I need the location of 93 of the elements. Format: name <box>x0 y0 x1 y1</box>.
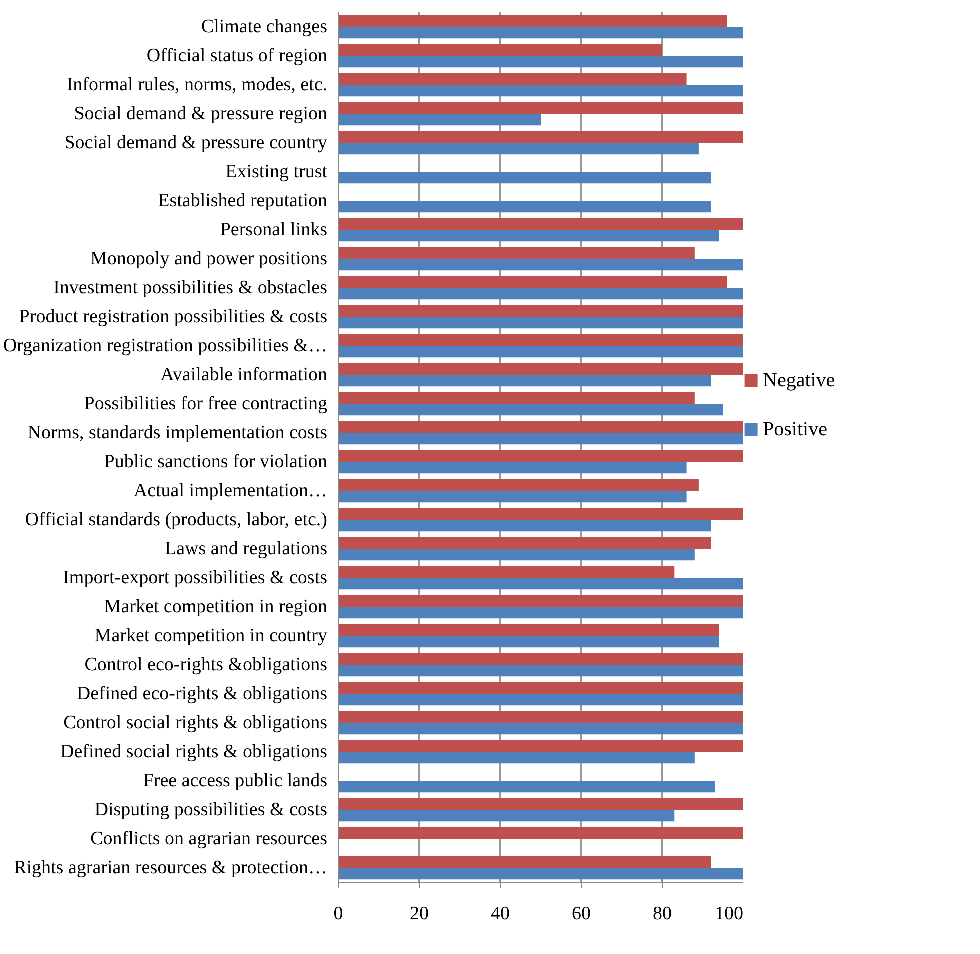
y-tick-label: Laws and regulations <box>164 538 328 560</box>
bar <box>338 694 743 706</box>
bar <box>338 682 743 694</box>
y-tick-label: Social demand & pressure country <box>64 132 328 154</box>
bar <box>338 578 743 590</box>
bar <box>338 421 743 433</box>
y-tick-label: Control eco-rights &obligations <box>84 654 328 676</box>
y-tick-label: Market competition in region <box>104 596 328 618</box>
y-tick-label: Informal rules, norms, modes, etc. <box>66 74 328 96</box>
y-tick-label: Free access public lands <box>143 770 328 792</box>
y-tick-label: Climate changes <box>201 16 328 38</box>
bar <box>338 276 728 288</box>
bar <box>338 27 743 39</box>
bar <box>338 723 743 735</box>
bar <box>338 259 743 271</box>
bar <box>338 752 695 764</box>
y-tick-label: Disputing possibilities & costs <box>94 800 328 820</box>
y-tick-label: Monopoly and power positions <box>90 248 328 270</box>
y-tick-label: Actual implementation… <box>134 480 328 502</box>
y-tick-label: Official standards (products, labor, etc.) <box>25 510 328 530</box>
bar <box>338 711 743 723</box>
bar <box>338 462 687 474</box>
bar <box>338 102 743 114</box>
x-tick-label: 80 <box>653 904 672 924</box>
bar <box>338 624 720 636</box>
bar <box>338 334 743 346</box>
y-tick-label: Control social rights & obligations <box>64 712 328 734</box>
y-tick-label: Personal links <box>220 220 328 240</box>
bar <box>338 317 743 329</box>
x-tick-label: 100 <box>715 904 744 924</box>
bar <box>338 392 695 404</box>
y-tick-label: Norms, standards implementation costs <box>28 422 328 444</box>
bar <box>338 450 743 462</box>
bar <box>338 433 743 445</box>
y-tick-label: Defined social rights & obligations <box>60 742 328 762</box>
y-tick-label: Rights agrarian resources & protection… <box>14 858 328 878</box>
bar <box>338 595 743 607</box>
bar <box>338 131 743 143</box>
bar <box>338 85 743 97</box>
bar <box>338 15 728 27</box>
y-tick-label: Available information <box>160 364 328 386</box>
bar <box>338 781 716 793</box>
bar <box>338 868 743 880</box>
y-tick-label: Import-export possibilities & costs <box>63 568 328 588</box>
bar <box>338 566 675 578</box>
bar <box>338 827 743 839</box>
x-tick-label: 40 <box>491 904 510 924</box>
bar <box>338 201 712 213</box>
y-tick-label: Product registration possibilities & costs <box>19 306 328 328</box>
bar <box>338 607 743 619</box>
y-tick-label: Organization registration possibilities &… <box>3 336 328 356</box>
bar <box>338 143 699 155</box>
x-tick-label: 20 <box>410 904 429 924</box>
bar <box>338 636 720 648</box>
y-tick-label: Existing trust <box>226 162 328 182</box>
y-tick-label: Investment possibilities & obstacles <box>54 278 328 298</box>
y-tick-label: Official status of region <box>146 46 328 66</box>
legend-label: Negative <box>763 370 836 392</box>
bar <box>338 404 724 416</box>
bar <box>338 288 743 300</box>
bar <box>338 230 720 242</box>
bar <box>338 375 712 387</box>
bar <box>338 520 712 532</box>
bar <box>338 172 712 184</box>
bar <box>338 549 695 561</box>
bar <box>338 508 743 520</box>
x-tick-label: 0 <box>334 904 344 924</box>
bar <box>338 73 687 85</box>
y-tick-label: Social demand & pressure region <box>74 104 328 124</box>
bar <box>338 363 743 375</box>
bar <box>338 346 743 358</box>
bar <box>338 247 695 259</box>
y-tick-label: Possibilities for free contracting <box>84 394 328 414</box>
bar <box>338 810 675 822</box>
bar <box>338 218 743 230</box>
legend-label: Positive <box>763 418 828 441</box>
y-tick-label: Market competition in country <box>94 626 328 646</box>
bar <box>338 44 662 56</box>
bar <box>338 740 743 752</box>
x-tick-label: 60 <box>572 904 591 924</box>
bar <box>338 305 743 317</box>
bar <box>338 56 743 68</box>
y-tick-label: Public sanctions for violation <box>104 452 328 472</box>
bar <box>338 653 743 665</box>
bar <box>338 479 699 491</box>
y-tick-label: Defined eco-rights & obligations <box>76 684 328 704</box>
y-tick-label: Conflicts on agrarian resources <box>90 828 328 850</box>
bar <box>338 665 743 677</box>
bar <box>338 537 712 549</box>
bar <box>338 856 712 868</box>
y-tick-label: Established reputation <box>158 190 328 212</box>
bar <box>338 491 687 503</box>
bar <box>338 798 743 810</box>
